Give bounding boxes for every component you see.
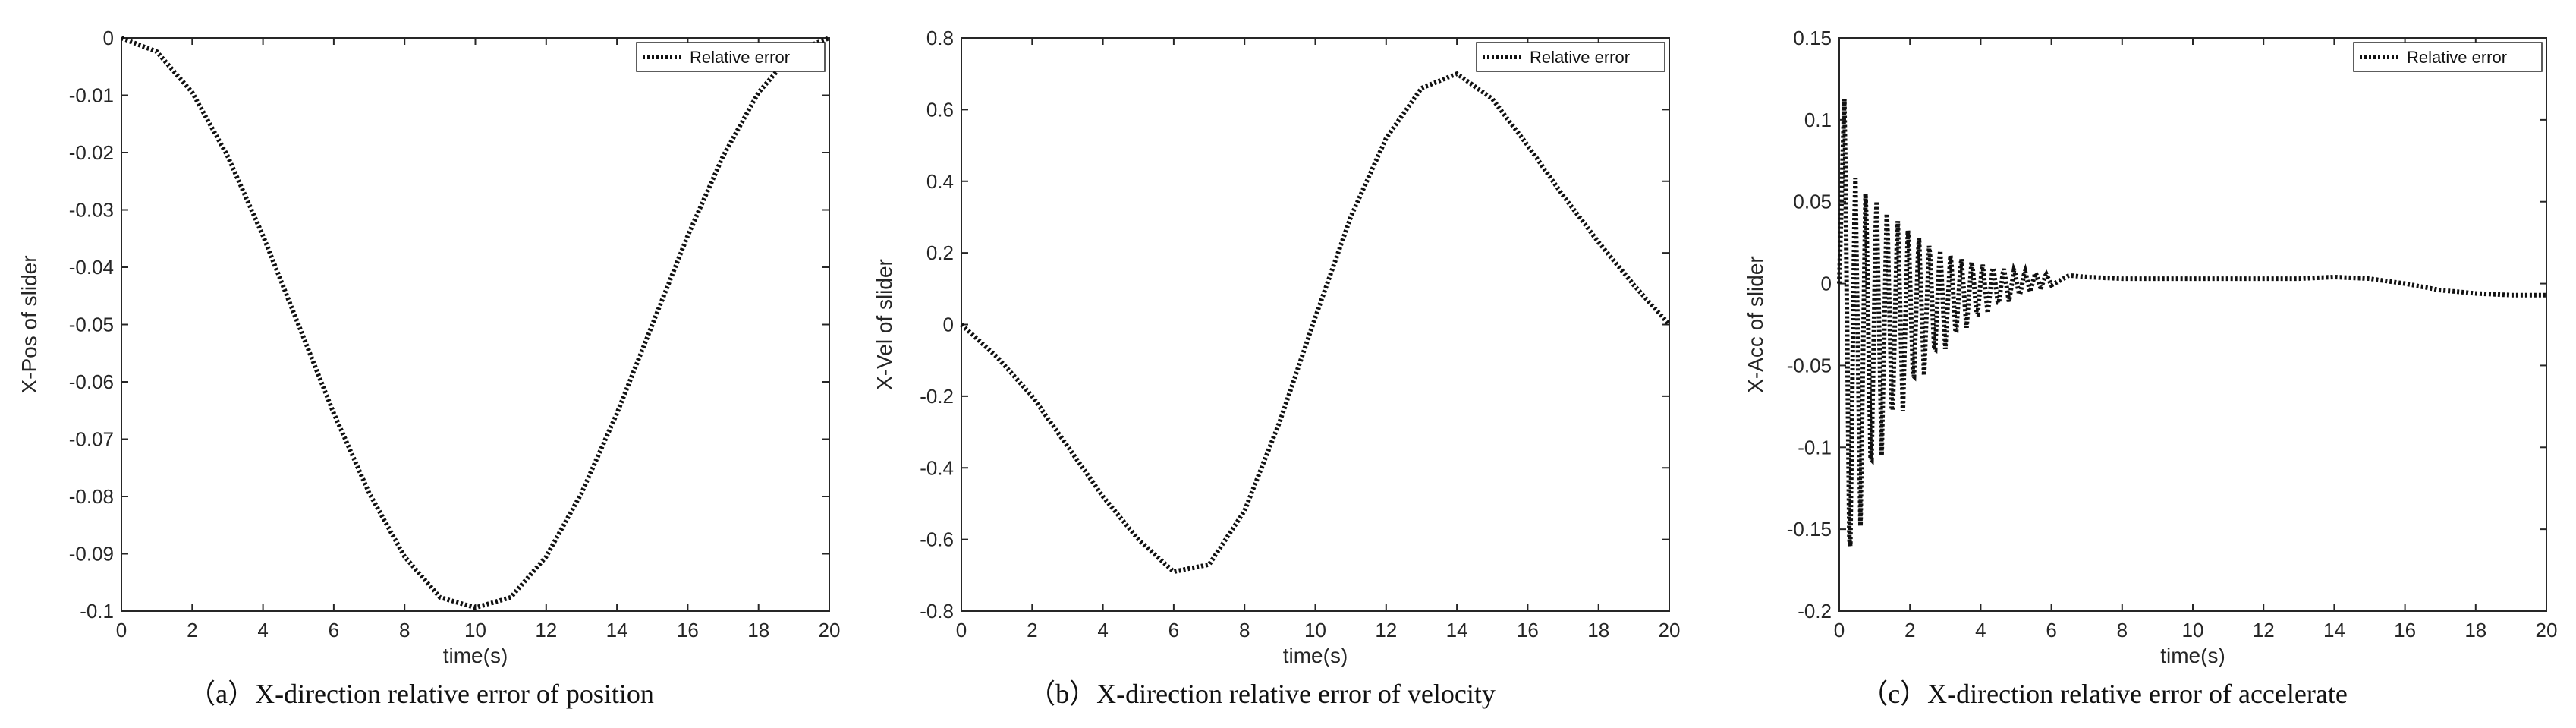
y-tick-label: -0.04 (69, 256, 114, 279)
x-tick-label: 0 (116, 619, 127, 641)
x-tick-label: 14 (2323, 619, 2345, 641)
x-tick-label: 0 (1834, 619, 1845, 641)
y-tick-label: 0.15 (1793, 27, 1832, 49)
x-tick-label: 12 (2253, 619, 2275, 641)
y-axis-label: X-Vel of slider (873, 259, 896, 390)
plot-area-frame (1838, 37, 2547, 612)
series-line-relative-error (1837, 99, 2546, 547)
y-tick-label: -0.06 (69, 370, 114, 393)
x-tick-label: 6 (329, 619, 339, 641)
x-tick-label: 10 (2182, 619, 2204, 641)
x-tick-label: 2 (1904, 619, 1915, 641)
legend-box (2353, 42, 2543, 72)
x-tick-label: 2 (1027, 619, 1037, 641)
y-tick-label: -0.03 (69, 199, 114, 222)
legend-label: Relative error (2407, 48, 2507, 67)
y-tick-label: 0.1 (1804, 109, 1832, 131)
x-tick-label: 16 (1517, 619, 1539, 641)
caption-velocity: （b）X-direction relative error of velocit… (1028, 679, 1496, 709)
y-tick-label: -0.2 (920, 385, 954, 408)
x-tick-label: 10 (464, 619, 486, 641)
series-line-relative-error (120, 36, 831, 610)
x-tick-label: 4 (1975, 619, 1986, 641)
x-axis-label: time(s) (2160, 644, 2225, 667)
x-tick-label: 4 (1097, 619, 1108, 641)
y-tick-label: 0 (1821, 273, 1832, 295)
x-tick-label: 18 (747, 619, 769, 641)
x-tick-label: 20 (819, 619, 841, 641)
x-tick-label: 10 (1304, 619, 1326, 641)
x-tick-label: 2 (187, 619, 197, 641)
legend-box (1476, 42, 1665, 72)
x-tick-label: 8 (399, 619, 410, 641)
y-tick-label: -0.15 (1787, 518, 1832, 540)
caption-accelerate: （c）X-direction relative error of acceler… (1860, 679, 2348, 709)
y-tick-label: 0.05 (1793, 191, 1832, 213)
y-tick-label: 0 (103, 27, 114, 49)
x-tick-label: 8 (1239, 619, 1250, 641)
y-tick-label: -0.8 (920, 600, 954, 622)
x-tick-label: 16 (2394, 619, 2416, 641)
y-tick-label: 0.2 (926, 241, 954, 264)
y-tick-label: 0 (943, 314, 954, 336)
x-tick-label: 20 (1659, 619, 1681, 641)
y-tick-label: 0.6 (926, 98, 954, 121)
y-tick-label: -0.09 (69, 543, 114, 566)
legend: Relative error (636, 42, 826, 72)
legend-box (636, 42, 826, 72)
legend-label: Relative error (690, 48, 790, 67)
plot-area-frame (121, 37, 830, 612)
chart-panel-1: 0 2 4 6 8 10 12 14 16 18 20 0 -0.01 -0.02 -0.03 -0.04 -0… (17, 27, 840, 667)
chart-panel-3: 0 2 4 6 8 10 12 14 16 18 20 0.15 0.1 0.05 0 -0.05 -0.1 -0… (1744, 27, 2557, 667)
y-tick-label: -0.05 (69, 314, 114, 336)
y-tick-label: -0.6 (920, 528, 954, 551)
x-tick-label: 12 (1375, 619, 1397, 641)
x-tick-label: 8 (2117, 619, 2128, 641)
legend: Relative error (2353, 42, 2543, 72)
y-tick-label: -0.2 (1798, 600, 1832, 622)
x-tick-label: 6 (2046, 619, 2056, 641)
legend-label: Relative error (1530, 48, 1630, 67)
legend: Relative error (1476, 42, 1665, 72)
x-tick-label: 14 (606, 619, 628, 641)
x-tick-label: 18 (2464, 619, 2486, 641)
x-tick-label: 16 (677, 619, 699, 641)
x-axis-label: time(s) (1283, 644, 1348, 667)
y-tick-label: -0.08 (69, 485, 114, 508)
y-tick-label: -0.4 (920, 456, 954, 479)
y-tick-label: -0.07 (69, 428, 114, 451)
y-tick-label: 0.4 (926, 170, 954, 193)
y-tick-label: -0.1 (1798, 436, 1832, 459)
x-tick-label: 12 (535, 619, 557, 641)
x-tick-label: 0 (956, 619, 967, 641)
y-tick-label: -0.02 (69, 141, 114, 164)
y-tick-label: -0.01 (69, 84, 114, 107)
y-axis-label: X-Acc of slider (1744, 256, 1767, 393)
x-tick-label: 20 (2536, 619, 2558, 641)
x-axis-label: time(s) (443, 644, 508, 667)
y-tick-label: 0.8 (926, 27, 954, 49)
x-tick-label: 6 (1168, 619, 1179, 641)
x-tick-label: 18 (1587, 619, 1609, 641)
y-tick-label: -0.1 (80, 600, 114, 622)
series-line-relative-error (959, 71, 1672, 575)
caption-position: （a）X-direction relative error of positio… (188, 679, 654, 709)
plot-area-frame (961, 37, 1670, 612)
y-axis-label: X-Pos of slider (17, 255, 41, 393)
chart-panel-2: 0 2 4 6 8 10 12 14 16 18 20 0.8 0.6 0.4 0.2 0 -0.2 -0.4 -0… (873, 27, 1680, 667)
x-tick-label: 4 (257, 619, 268, 641)
y-tick-label: -0.05 (1787, 354, 1832, 377)
x-tick-label: 14 (1446, 619, 1468, 641)
